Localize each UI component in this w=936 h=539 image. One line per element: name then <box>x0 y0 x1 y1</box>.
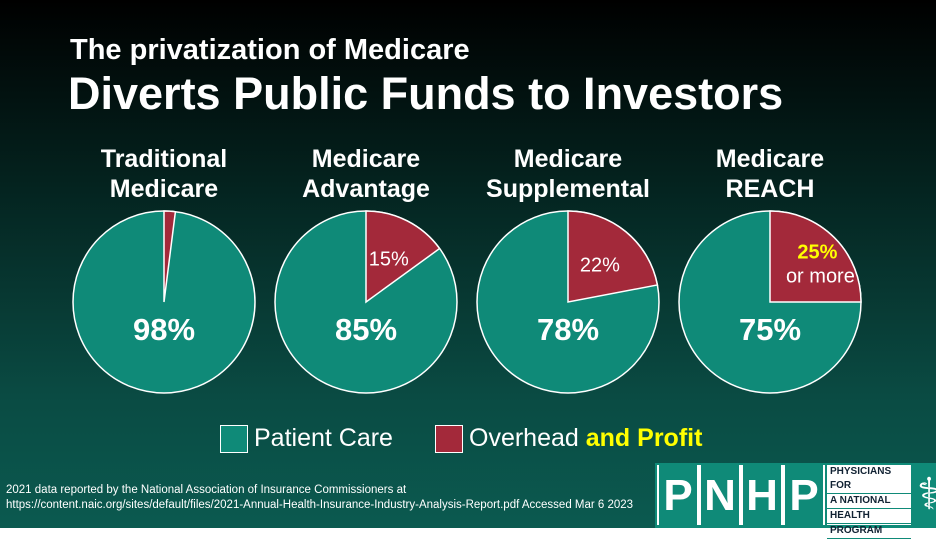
data-label-patient: 85% <box>335 312 397 347</box>
slide-subtitle: The privatization of Medicare <box>70 34 470 66</box>
pie-title-line: REACH <box>725 175 815 203</box>
source-note: 2021 data reported by the National Assoc… <box>6 483 633 513</box>
legend-label-profit: and Profit <box>585 424 703 452</box>
logo-text: PHYSICIANS FOR A NATIONAL HEALTH PROGRAM <box>827 465 911 539</box>
pie-title: Traditional Medicare <box>54 144 274 204</box>
data-label-overhead-note: or more <box>786 266 855 288</box>
data-label-patient: 98% <box>133 312 195 347</box>
pie-title: Medicare Supplemental <box>458 144 678 204</box>
data-label-overhead: 25% <box>797 242 837 264</box>
pie-title-line: Medicare <box>109 175 219 203</box>
pie-title-line: Supplemental <box>486 175 650 203</box>
pie-title: Medicare REACH <box>660 144 880 204</box>
logo-line: HEALTH <box>827 509 911 524</box>
pie-slice-overhead <box>567 210 659 303</box>
logo-line: PROGRAM <box>827 524 911 539</box>
pie-title: Medicare Advantage <box>256 144 476 204</box>
pnhp-logo: P N H P PHYSICIANS FOR A NATIONAL HEALTH… <box>655 463 936 539</box>
slide-title: Diverts Public Funds to Investors <box>68 68 784 119</box>
legend-label-overhead: Overhead <box>469 424 579 452</box>
legend-patient-care: Patient Care <box>220 424 393 453</box>
data-label-overhead: 15% <box>369 248 409 270</box>
logo-line: PHYSICIANS FOR <box>827 465 911 494</box>
logo-line: A NATIONAL <box>827 494 911 509</box>
logo-letter: P <box>657 465 699 525</box>
pie-title-line: Traditional <box>100 145 228 173</box>
legend-swatch-patient <box>220 424 248 453</box>
legend-label-patient: Patient Care <box>254 424 393 452</box>
logo-letter: P <box>783 465 825 525</box>
pie-title-line: Advantage <box>302 175 430 203</box>
pie-slice-overhead <box>163 210 177 303</box>
source-line-1: 2021 data reported by the National Assoc… <box>6 484 407 496</box>
legend-overhead: Overhead and Profit <box>435 424 702 453</box>
data-label-patient: 78% <box>537 312 599 347</box>
pie-slice-overhead <box>769 210 862 303</box>
pie-title-line: Medicare <box>513 145 623 173</box>
logo-letter: N <box>699 465 741 525</box>
pie-charts: 98% 85% 15% 78% 22% 75% 25%or more <box>72 210 862 394</box>
data-label-patient: 75% <box>739 312 801 347</box>
pie-slice-overhead <box>365 210 441 304</box>
data-label-overhead: 22% <box>580 254 620 276</box>
caduceus-icon: ⚕ <box>917 470 936 519</box>
legend-swatch-overhead <box>435 424 463 453</box>
logo-letter: H <box>741 465 783 525</box>
source-line-2: https://content.naic.org/sites/default/f… <box>6 499 634 511</box>
pie-title-line: Medicare <box>715 145 825 173</box>
pie-title-line: Medicare <box>311 145 421 173</box>
